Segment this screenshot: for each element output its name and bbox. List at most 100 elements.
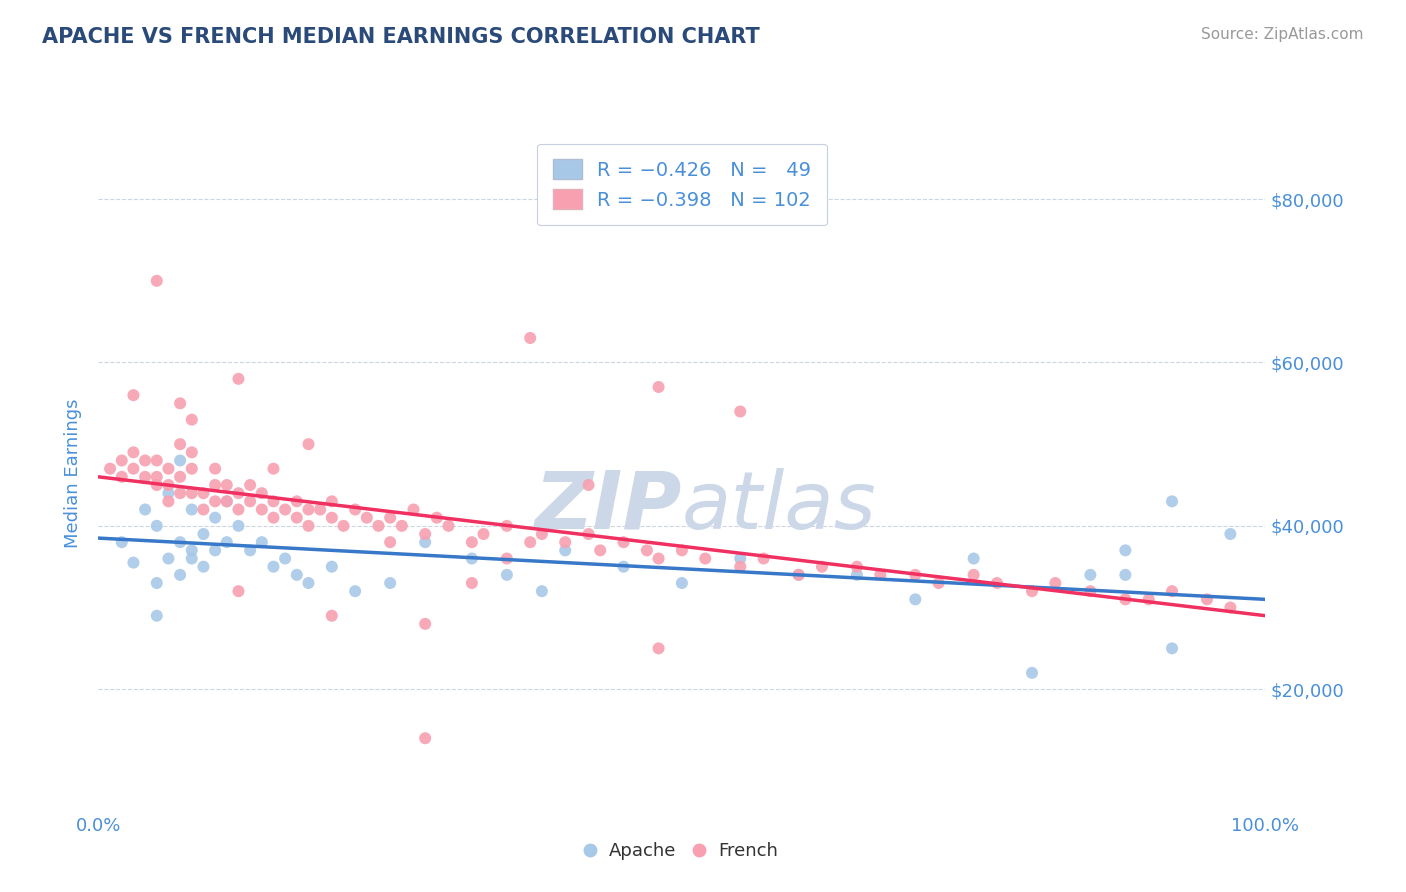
Point xyxy=(356,510,378,524)
Point xyxy=(554,535,576,549)
Point xyxy=(413,731,436,746)
Point xyxy=(962,551,984,566)
Point xyxy=(204,494,226,508)
Point xyxy=(1080,584,1102,599)
Point xyxy=(215,535,238,549)
Text: APACHE VS FRENCH MEDIAN EARNINGS CORRELATION CHART: APACHE VS FRENCH MEDIAN EARNINGS CORRELA… xyxy=(42,27,759,46)
Point xyxy=(193,527,215,541)
Point xyxy=(928,576,950,591)
Y-axis label: Median Earnings: Median Earnings xyxy=(63,398,82,548)
Point xyxy=(180,551,202,566)
Point xyxy=(169,486,191,500)
Point xyxy=(344,502,367,516)
Legend: Apache, French: Apache, French xyxy=(578,835,786,867)
Point xyxy=(193,502,215,516)
Point xyxy=(321,608,343,623)
Point xyxy=(204,461,226,475)
Point xyxy=(239,494,262,508)
Point xyxy=(332,519,354,533)
Point xyxy=(122,445,145,459)
Point xyxy=(180,445,202,459)
Point xyxy=(811,559,834,574)
Point xyxy=(262,510,284,524)
Point xyxy=(180,412,202,426)
Point xyxy=(1161,494,1184,508)
Point xyxy=(157,551,180,566)
Point xyxy=(1045,576,1067,591)
Point xyxy=(647,641,669,656)
Point xyxy=(647,380,669,394)
Point xyxy=(378,535,402,549)
Point xyxy=(122,461,145,475)
Point xyxy=(845,559,868,574)
Point xyxy=(228,519,250,533)
Point xyxy=(122,556,145,570)
Point xyxy=(157,478,180,492)
Point xyxy=(285,510,308,524)
Point xyxy=(1161,584,1184,599)
Point xyxy=(180,502,202,516)
Point xyxy=(215,494,238,508)
Point xyxy=(1114,592,1136,607)
Point xyxy=(285,494,308,508)
Point xyxy=(1137,592,1160,607)
Point xyxy=(461,551,484,566)
Point xyxy=(1114,567,1136,582)
Point xyxy=(228,502,250,516)
Point xyxy=(274,502,297,516)
Point xyxy=(169,535,191,549)
Point xyxy=(1080,567,1102,582)
Point xyxy=(146,274,169,288)
Point xyxy=(134,470,156,484)
Point xyxy=(146,519,169,533)
Point xyxy=(413,535,436,549)
Point xyxy=(1114,543,1136,558)
Point xyxy=(413,527,436,541)
Point xyxy=(1161,641,1184,656)
Point xyxy=(169,453,191,467)
Point xyxy=(495,567,517,582)
Point xyxy=(530,584,553,599)
Point xyxy=(378,576,402,591)
Point xyxy=(869,567,891,582)
Point xyxy=(367,519,389,533)
Point xyxy=(321,510,343,524)
Point xyxy=(111,535,134,549)
Point xyxy=(250,502,273,516)
Point xyxy=(695,551,717,566)
Point xyxy=(1195,592,1218,607)
Point xyxy=(589,543,612,558)
Point xyxy=(239,478,262,492)
Point xyxy=(122,388,145,402)
Point xyxy=(391,519,413,533)
Point xyxy=(461,576,484,591)
Point xyxy=(134,453,156,467)
Point xyxy=(297,576,319,591)
Point xyxy=(193,486,215,500)
Point xyxy=(134,502,156,516)
Point xyxy=(787,567,810,582)
Point xyxy=(157,461,180,475)
Point xyxy=(321,559,343,574)
Point xyxy=(169,396,191,410)
Point xyxy=(262,461,284,475)
Point xyxy=(344,584,367,599)
Point xyxy=(671,543,693,558)
Point xyxy=(904,592,927,607)
Point xyxy=(413,616,436,631)
Point xyxy=(111,453,134,467)
Point xyxy=(1219,600,1241,615)
Point xyxy=(180,461,202,475)
Point xyxy=(146,470,169,484)
Text: Source: ZipAtlas.com: Source: ZipAtlas.com xyxy=(1201,27,1364,42)
Point xyxy=(671,576,693,591)
Point xyxy=(578,527,600,541)
Point xyxy=(146,478,169,492)
Point xyxy=(285,567,308,582)
Point xyxy=(193,559,215,574)
Point xyxy=(321,494,343,508)
Point xyxy=(530,527,553,541)
Point xyxy=(636,543,658,558)
Point xyxy=(495,519,517,533)
Point xyxy=(519,331,541,345)
